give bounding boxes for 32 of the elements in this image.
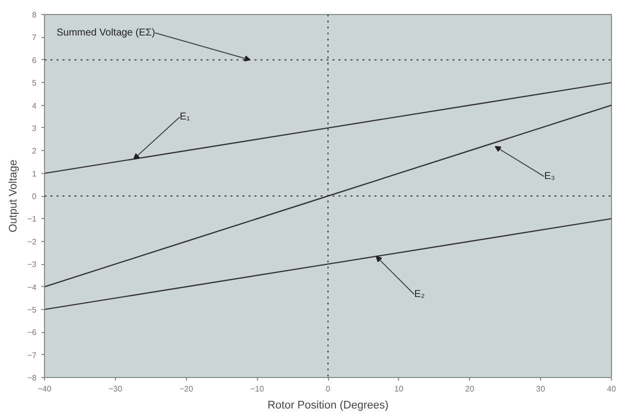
x-tick-label: 40 (607, 384, 616, 394)
x-axis-title: Rotor Position (Degrees) (267, 400, 389, 412)
y-tick-label: 4 (32, 101, 38, 110)
y-tick-label: −3 (27, 260, 38, 270)
y-tick-label: 2 (32, 146, 38, 156)
x-tick-label: 20 (465, 384, 475, 394)
y-tick-label: −1 (27, 214, 38, 224)
x-tick-label: −10 (250, 384, 264, 394)
annotation: Summed Voltage (EΣ) (56, 27, 156, 38)
y-tick-label: 8 (32, 10, 38, 20)
y-tick-label: −2 (27, 237, 38, 246)
y-tick-label: 0 (32, 192, 38, 201)
x-tick-label: 30 (536, 384, 546, 394)
y-tick-label: 5 (32, 78, 38, 88)
y-tick-label: −5 (27, 305, 38, 314)
x-tick-label: −30 (108, 384, 123, 394)
x-tick-label: 0 (326, 384, 331, 394)
y-tick-label: 7 (32, 33, 38, 42)
y-tick-label: 1 (32, 169, 38, 178)
y-tick-label: 6 (32, 56, 38, 65)
x-tick-label: 10 (394, 384, 404, 394)
annotation: E₁ (180, 112, 190, 123)
y-tick-label: −7 (27, 350, 38, 360)
annotation: E₂ (414, 288, 425, 300)
x-tick-label: −20 (179, 384, 194, 394)
y-axis-title: Output Voltage (7, 160, 20, 232)
y-tick-label: 3 (32, 124, 38, 133)
y-tick-label: −4 (27, 282, 38, 292)
y-tick-label: −8 (27, 374, 38, 382)
x-tick-label: −40 (38, 384, 52, 394)
y-tick-label: −6 (27, 328, 38, 338)
annotation: E₃ (544, 171, 556, 182)
